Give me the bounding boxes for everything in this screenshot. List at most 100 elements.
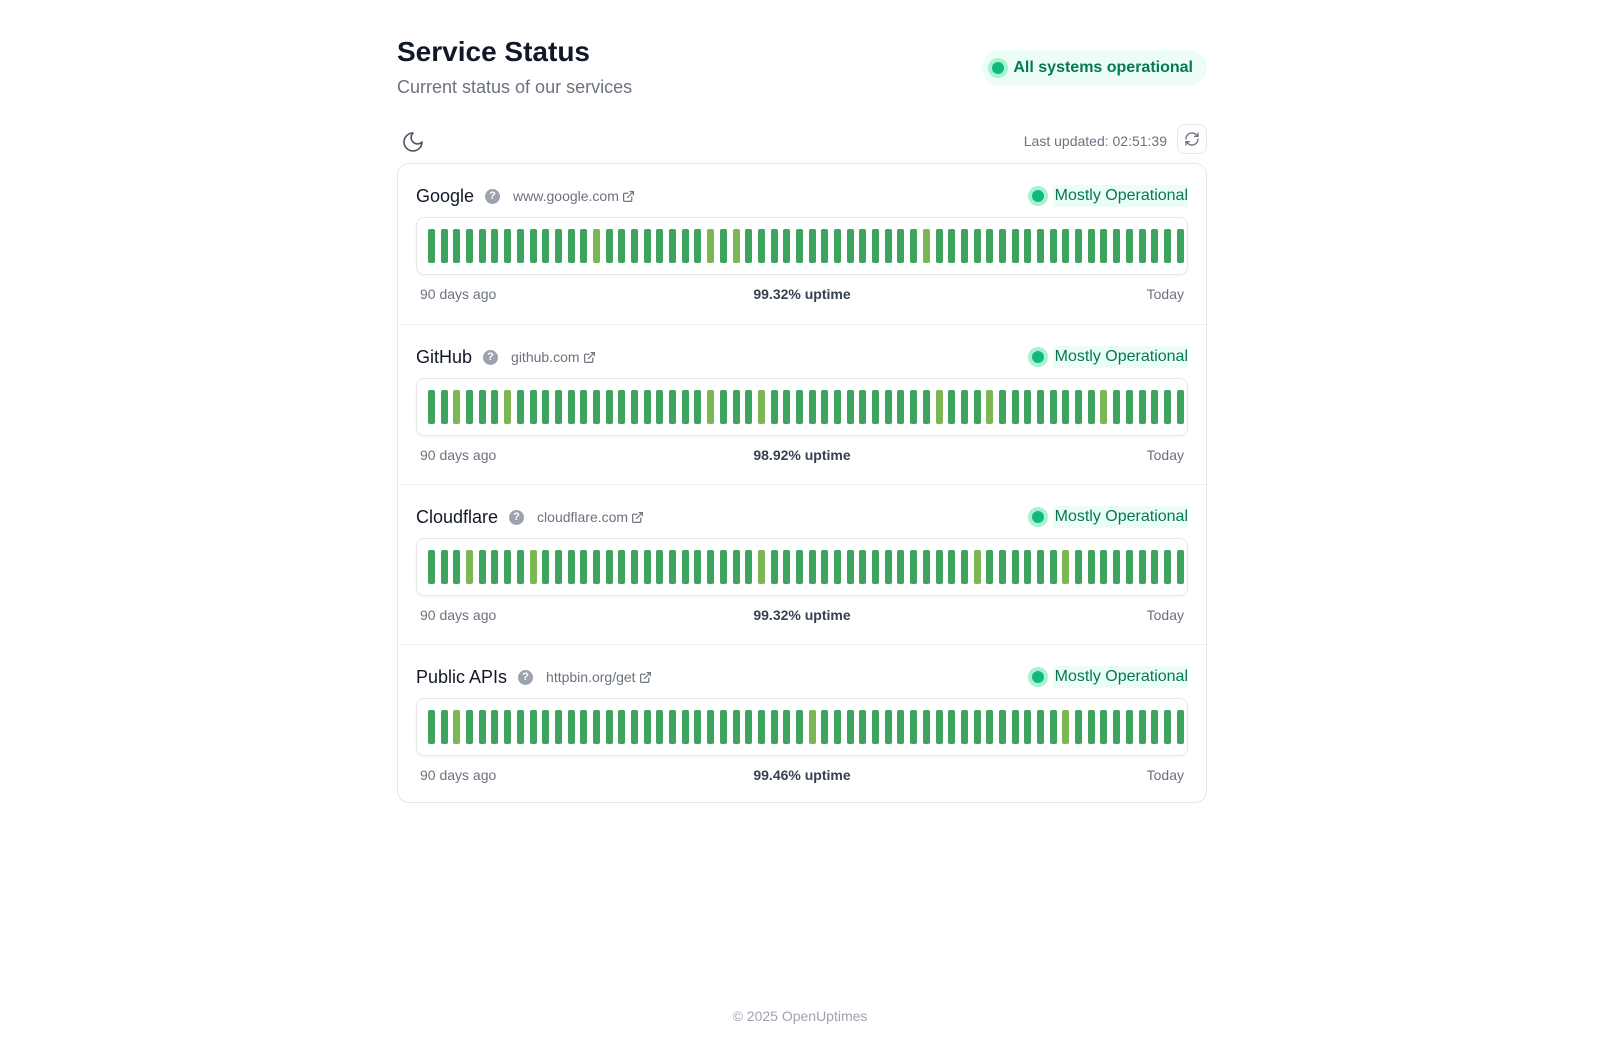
- uptime-day-bar[interactable]: [834, 229, 841, 263]
- uptime-day-bar[interactable]: [1037, 710, 1044, 744]
- uptime-day-bar[interactable]: [554, 390, 562, 424]
- uptime-day-bar[interactable]: [491, 229, 499, 263]
- uptime-day-bar[interactable]: [1125, 390, 1133, 424]
- uptime-day-bar[interactable]: [453, 710, 461, 744]
- uptime-day-bar[interactable]: [669, 710, 677, 744]
- uptime-day-bar[interactable]: [681, 550, 689, 584]
- uptime-day-bar[interactable]: [846, 390, 854, 424]
- uptime-day-bar[interactable]: [592, 390, 600, 424]
- uptime-day-bar[interactable]: [1163, 550, 1171, 584]
- uptime-day-bar[interactable]: [973, 710, 981, 744]
- uptime-day-bar[interactable]: [440, 550, 448, 584]
- help-icon[interactable]: ?: [509, 509, 525, 525]
- uptime-day-bar[interactable]: [1075, 710, 1083, 744]
- uptime-day-bar[interactable]: [694, 710, 702, 744]
- uptime-day-bar[interactable]: [1113, 390, 1121, 424]
- uptime-day-bar[interactable]: [884, 710, 892, 744]
- uptime-day-bar[interactable]: [986, 229, 994, 263]
- uptime-day-bar[interactable]: [757, 710, 765, 744]
- uptime-day-bar[interactable]: [757, 390, 765, 424]
- uptime-day-bar[interactable]: [935, 229, 943, 263]
- moon-icon[interactable]: [401, 130, 425, 154]
- uptime-day-bar[interactable]: [859, 229, 867, 263]
- uptime-day-bar[interactable]: [618, 710, 626, 744]
- uptime-day-bar[interactable]: [745, 390, 753, 424]
- uptime-day-bar[interactable]: [656, 550, 664, 584]
- uptime-day-bar[interactable]: [719, 390, 727, 424]
- uptime-day-bar[interactable]: [1151, 390, 1159, 424]
- uptime-day-bar[interactable]: [1138, 710, 1146, 744]
- help-icon[interactable]: ?: [518, 669, 534, 685]
- uptime-day-bar[interactable]: [910, 390, 918, 424]
- uptime-day-bar[interactable]: [821, 390, 829, 424]
- uptime-day-bar[interactable]: [757, 229, 765, 263]
- uptime-day-bar[interactable]: [859, 390, 867, 424]
- uptime-day-bar[interactable]: [922, 710, 930, 744]
- uptime-day-bar[interactable]: [745, 229, 753, 263]
- uptime-day-bar[interactable]: [428, 710, 435, 744]
- uptime-day-bar[interactable]: [1151, 229, 1159, 263]
- uptime-day-bar[interactable]: [428, 390, 435, 424]
- uptime-day-bar[interactable]: [821, 710, 829, 744]
- uptime-day-bar[interactable]: [783, 229, 791, 263]
- uptime-day-bar[interactable]: [1075, 229, 1083, 263]
- uptime-day-bar[interactable]: [732, 390, 740, 424]
- uptime-day-bar[interactable]: [428, 550, 435, 584]
- uptime-day-bar[interactable]: [1125, 550, 1133, 584]
- uptime-day-bar[interactable]: [567, 390, 575, 424]
- uptime-day-bar[interactable]: [542, 550, 550, 584]
- uptime-day-bar[interactable]: [821, 550, 829, 584]
- uptime-day-bar[interactable]: [631, 229, 638, 263]
- uptime-day-bar[interactable]: [1100, 710, 1108, 744]
- uptime-day-bar[interactable]: [783, 550, 791, 584]
- uptime-day-bar[interactable]: [1100, 229, 1108, 263]
- uptime-day-bar[interactable]: [1075, 390, 1083, 424]
- uptime-day-bar[interactable]: [554, 229, 562, 263]
- uptime-day-bar[interactable]: [1138, 550, 1146, 584]
- uptime-day-bar[interactable]: [897, 710, 905, 744]
- uptime-day-bar[interactable]: [986, 710, 994, 744]
- uptime-day-bar[interactable]: [1049, 229, 1057, 263]
- uptime-day-bar[interactable]: [973, 550, 981, 584]
- uptime-day-bar[interactable]: [1087, 390, 1095, 424]
- uptime-day-bar[interactable]: [428, 229, 435, 263]
- uptime-day-bar[interactable]: [770, 390, 778, 424]
- uptime-day-bar[interactable]: [1176, 229, 1184, 263]
- uptime-day-bar[interactable]: [580, 390, 588, 424]
- uptime-day-bar[interactable]: [795, 390, 803, 424]
- uptime-day-bar[interactable]: [440, 229, 448, 263]
- uptime-day-bar[interactable]: [1075, 550, 1083, 584]
- uptime-day-bar[interactable]: [631, 550, 638, 584]
- uptime-day-bar[interactable]: [719, 550, 727, 584]
- uptime-day-bar[interactable]: [884, 390, 892, 424]
- uptime-day-bar[interactable]: [504, 550, 512, 584]
- uptime-day-bar[interactable]: [542, 229, 550, 263]
- uptime-day-bar[interactable]: [770, 229, 778, 263]
- uptime-day-bar[interactable]: [554, 710, 562, 744]
- uptime-day-bar[interactable]: [491, 710, 499, 744]
- uptime-day-bar[interactable]: [1024, 710, 1032, 744]
- uptime-day-bar[interactable]: [1037, 390, 1044, 424]
- uptime-day-bar[interactable]: [1113, 229, 1121, 263]
- uptime-day-bar[interactable]: [618, 390, 626, 424]
- help-icon[interactable]: ?: [485, 188, 501, 204]
- uptime-day-bar[interactable]: [1024, 229, 1032, 263]
- uptime-day-bar[interactable]: [1100, 550, 1108, 584]
- uptime-day-bar[interactable]: [529, 229, 537, 263]
- uptime-day-bar[interactable]: [1037, 229, 1044, 263]
- uptime-day-bar[interactable]: [719, 710, 727, 744]
- uptime-day-bar[interactable]: [757, 550, 765, 584]
- uptime-day-bar[interactable]: [1087, 550, 1095, 584]
- uptime-day-bar[interactable]: [478, 710, 486, 744]
- uptime-day-bar[interactable]: [1049, 390, 1057, 424]
- help-icon[interactable]: ?: [483, 349, 499, 365]
- uptime-day-bar[interactable]: [922, 229, 930, 263]
- uptime-day-bar[interactable]: [592, 550, 600, 584]
- uptime-day-bar[interactable]: [643, 710, 651, 744]
- uptime-day-bar[interactable]: [516, 390, 524, 424]
- uptime-day-bar[interactable]: [491, 550, 499, 584]
- service-url-link[interactable]: www.google.com: [513, 188, 619, 204]
- uptime-day-bar[interactable]: [1138, 390, 1146, 424]
- uptime-day-bar[interactable]: [491, 390, 499, 424]
- uptime-day-bar[interactable]: [1163, 390, 1171, 424]
